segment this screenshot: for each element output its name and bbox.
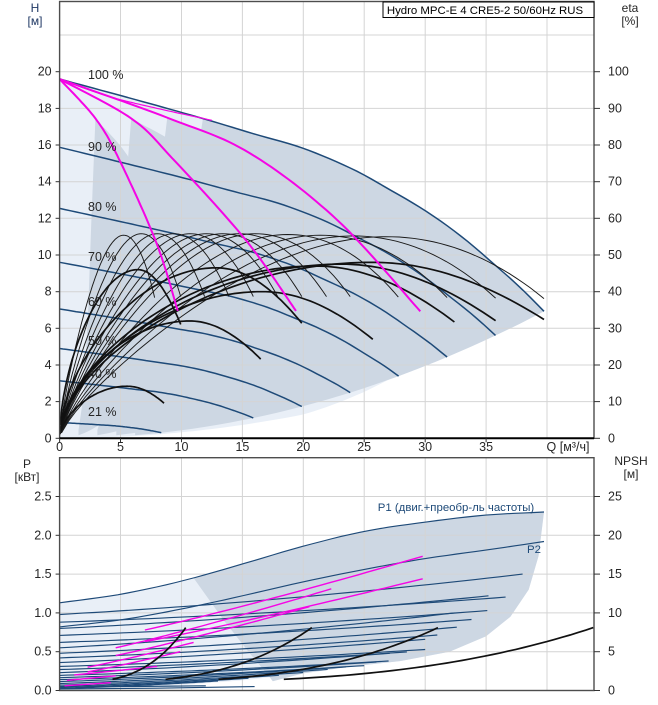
svg-text:4: 4 [45, 358, 52, 372]
svg-text:10: 10 [608, 606, 622, 620]
svg-text:[м]: [м] [624, 467, 639, 481]
svg-text:5: 5 [117, 440, 124, 454]
svg-text:0.0: 0.0 [34, 684, 51, 698]
svg-text:0: 0 [45, 431, 52, 445]
svg-text:90 %: 90 % [88, 140, 117, 154]
svg-text:Q [м³/ч]: Q [м³/ч] [547, 440, 590, 454]
svg-text:18: 18 [38, 101, 52, 115]
svg-text:15: 15 [608, 567, 622, 581]
svg-text:20: 20 [38, 65, 52, 79]
svg-text:70: 70 [608, 175, 622, 189]
svg-text:2.5: 2.5 [34, 490, 51, 504]
svg-text:[%]: [%] [621, 14, 638, 28]
svg-text:60: 60 [608, 211, 622, 225]
svg-text:eta: eta [622, 1, 639, 15]
svg-text:80 %: 80 % [88, 200, 117, 214]
svg-text:2.0: 2.0 [34, 528, 51, 542]
svg-text:25: 25 [608, 490, 622, 504]
svg-text:40: 40 [608, 285, 622, 299]
svg-text:6: 6 [45, 321, 52, 335]
svg-text:H: H [31, 1, 40, 15]
svg-text:40 %: 40 % [88, 367, 117, 381]
svg-text:50 %: 50 % [88, 334, 117, 348]
svg-text:35: 35 [479, 440, 493, 454]
svg-text:60 %: 60 % [88, 295, 117, 309]
svg-text:10: 10 [38, 248, 52, 262]
svg-text:90: 90 [608, 101, 622, 115]
svg-text:16: 16 [38, 138, 52, 152]
svg-text:1.5: 1.5 [34, 567, 51, 581]
svg-text:10: 10 [175, 440, 189, 454]
svg-text:P: P [23, 457, 31, 471]
svg-text:50: 50 [608, 248, 622, 262]
svg-text:12: 12 [38, 211, 52, 225]
svg-text:0: 0 [608, 684, 615, 698]
svg-text:30: 30 [418, 440, 432, 454]
svg-text:1.0: 1.0 [34, 606, 51, 620]
svg-text:20: 20 [608, 528, 622, 542]
svg-text:P1 (двиг.+преобр-ль частоты): P1 (двиг.+преобр-ль частоты) [378, 502, 535, 514]
svg-text:5: 5 [608, 645, 615, 659]
svg-text:0: 0 [56, 440, 63, 454]
svg-text:NPSH: NPSH [614, 454, 647, 468]
svg-text:100 %: 100 % [88, 68, 123, 82]
svg-text:100: 100 [608, 65, 629, 79]
svg-text:80: 80 [608, 138, 622, 152]
svg-text:20: 20 [296, 440, 310, 454]
svg-text:0.5: 0.5 [34, 645, 51, 659]
svg-text:[кВт]: [кВт] [14, 470, 39, 484]
svg-text:70 %: 70 % [88, 250, 117, 264]
svg-text:2: 2 [45, 395, 52, 409]
svg-text:15: 15 [235, 440, 249, 454]
svg-text:Hydro MPC-E 4 CRE5-2 50/60Hz R: Hydro MPC-E 4 CRE5-2 50/60Hz RUS [387, 5, 584, 17]
svg-text:25: 25 [357, 440, 371, 454]
svg-text:21 %: 21 % [88, 405, 117, 419]
svg-text:30: 30 [608, 321, 622, 335]
svg-text:20: 20 [608, 358, 622, 372]
svg-text:[м]: [м] [28, 14, 43, 28]
svg-text:P2: P2 [527, 544, 541, 556]
svg-text:8: 8 [45, 285, 52, 299]
svg-text:14: 14 [38, 175, 52, 189]
svg-text:10: 10 [608, 395, 622, 409]
svg-text:0: 0 [608, 431, 615, 445]
